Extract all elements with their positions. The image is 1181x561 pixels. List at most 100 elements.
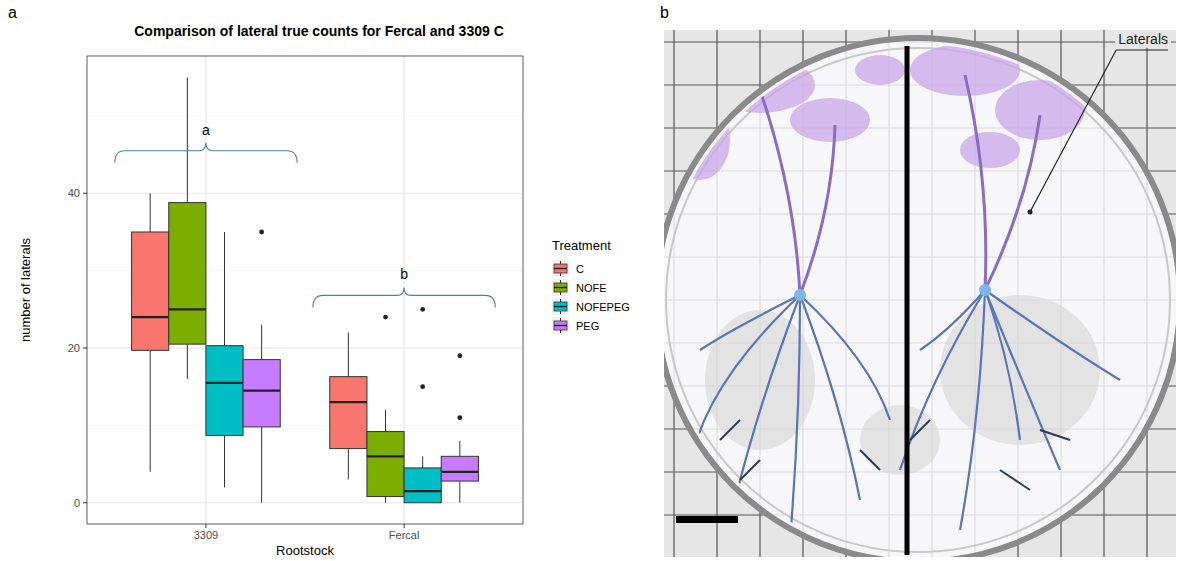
panel-letter: b bbox=[660, 4, 669, 21]
box bbox=[132, 232, 169, 350]
leader-line bbox=[1030, 50, 1168, 212]
lateral-root bbox=[910, 420, 930, 440]
whisker-upper bbox=[150, 193, 151, 232]
grid-line bbox=[87, 193, 523, 194]
legend-label: NOFE bbox=[576, 282, 607, 294]
root bbox=[960, 290, 985, 530]
lateral-root bbox=[860, 450, 880, 470]
whisker-lower bbox=[385, 497, 386, 503]
chart-title: Comparison of lateral true counts for Fe… bbox=[134, 23, 504, 39]
root-collar bbox=[979, 284, 991, 296]
root-collar bbox=[794, 289, 806, 301]
petri-dish bbox=[664, 38, 1176, 557]
x-tick-label: 3309 bbox=[194, 529, 218, 541]
box bbox=[243, 360, 280, 427]
grid bbox=[87, 56, 523, 524]
root bbox=[920, 290, 985, 350]
photo-label: Laterals bbox=[1118, 31, 1168, 47]
legend-key-bg bbox=[552, 298, 569, 315]
plot-frame bbox=[87, 56, 523, 524]
box bbox=[367, 432, 404, 497]
whisker-lower bbox=[187, 344, 188, 379]
whisker-upper bbox=[348, 333, 349, 377]
root bbox=[700, 295, 800, 350]
legend-key-bg bbox=[552, 317, 569, 334]
brace bbox=[115, 143, 297, 163]
plot-background bbox=[87, 56, 523, 524]
leaf bbox=[670, 100, 730, 180]
figure: a Comparison of lateral true counts for F… bbox=[0, 0, 1181, 561]
substrate bbox=[860, 405, 940, 475]
annotation: b bbox=[400, 266, 408, 282]
legend-label: PEG bbox=[576, 320, 599, 332]
median bbox=[330, 401, 367, 403]
y-tick bbox=[83, 193, 87, 194]
legend-key bbox=[554, 321, 567, 330]
substrate bbox=[940, 295, 1100, 445]
legend-key bbox=[554, 283, 567, 292]
legend-key-median bbox=[554, 306, 567, 307]
whisker-upper bbox=[459, 441, 460, 456]
box bbox=[441, 456, 478, 481]
box bbox=[169, 203, 206, 345]
x-axis-title: Rootstock bbox=[276, 543, 334, 558]
lateral-root bbox=[1040, 430, 1070, 440]
root bbox=[800, 295, 890, 420]
root bbox=[690, 295, 800, 470]
leaf bbox=[960, 132, 1020, 168]
dish-content bbox=[670, 44, 1120, 540]
lateral-root bbox=[740, 460, 760, 480]
x-tick bbox=[205, 524, 206, 528]
scale-bar bbox=[676, 516, 738, 523]
x-tick-label: Fercal bbox=[389, 529, 420, 541]
legend-key bbox=[554, 264, 567, 273]
root bbox=[985, 290, 1120, 380]
median bbox=[206, 382, 243, 384]
whisker-upper bbox=[385, 410, 386, 432]
box bbox=[404, 468, 441, 503]
legend-key bbox=[554, 302, 567, 311]
root bbox=[735, 295, 800, 500]
outlier bbox=[457, 415, 462, 420]
stem bbox=[800, 125, 835, 295]
legend-title: Treatment bbox=[552, 238, 611, 253]
median bbox=[367, 455, 404, 457]
y-tick-label: 0 bbox=[74, 497, 80, 509]
grid-line bbox=[87, 502, 523, 503]
whisker-upper bbox=[422, 456, 423, 468]
panel-letter: a bbox=[8, 4, 17, 21]
leader-dot bbox=[1028, 210, 1033, 215]
box bbox=[330, 377, 367, 449]
annotation: a bbox=[202, 122, 210, 138]
whisker-upper bbox=[224, 232, 225, 346]
outlier bbox=[383, 315, 388, 320]
whisker-upper bbox=[261, 325, 262, 360]
minor-grid-line bbox=[87, 425, 523, 426]
leaf bbox=[995, 80, 1085, 140]
minor-grid-line bbox=[87, 115, 523, 116]
petri-rim bbox=[666, 48, 1170, 552]
whisker-lower bbox=[261, 427, 262, 503]
stem bbox=[965, 75, 986, 290]
y-tick-label: 20 bbox=[68, 342, 80, 354]
marks bbox=[132, 77, 479, 502]
outlier bbox=[259, 230, 264, 235]
legend-label: NOFEPEG bbox=[576, 301, 630, 313]
leaf bbox=[910, 44, 1020, 96]
median bbox=[169, 308, 206, 310]
legend-key-median bbox=[554, 287, 567, 288]
label-patch bbox=[1115, 30, 1171, 48]
legend-key-median bbox=[554, 268, 567, 269]
leaf bbox=[855, 55, 905, 85]
outlier bbox=[457, 353, 462, 358]
y-tick-label: 40 bbox=[68, 187, 80, 199]
outlier bbox=[420, 307, 425, 312]
stem bbox=[985, 115, 1040, 290]
median bbox=[404, 490, 441, 492]
stem bbox=[760, 90, 800, 295]
legend-key-median bbox=[554, 325, 567, 326]
whisker-upper bbox=[187, 77, 188, 202]
divider bbox=[905, 46, 910, 555]
leaf bbox=[705, 57, 815, 113]
leaf bbox=[790, 98, 870, 142]
